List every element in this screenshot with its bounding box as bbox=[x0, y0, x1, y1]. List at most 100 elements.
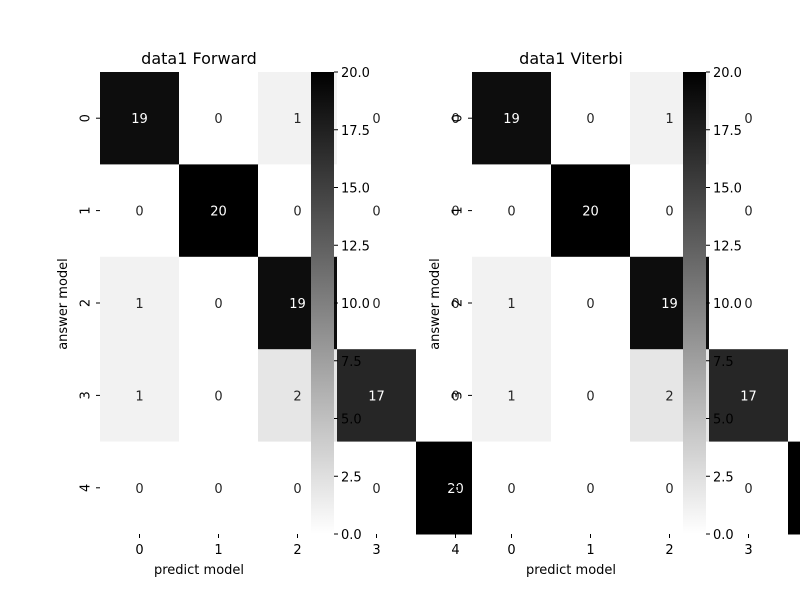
colorbar-ticks: 0.0 2.5 5.0 7.5 10.0 12.5 15.0 17.5 20.0 bbox=[334, 66, 370, 543]
x-tick-label: 2 bbox=[293, 543, 301, 558]
heatmap-cell bbox=[788, 349, 800, 443]
colorbar-tick-label: 0.0 bbox=[341, 528, 362, 543]
cell-value-label: 0 bbox=[214, 297, 222, 312]
y-tick-label: 2 bbox=[451, 299, 466, 307]
y-tick-label: 3 bbox=[451, 391, 466, 399]
cell-value-label: 1 bbox=[293, 112, 301, 127]
colorbar: 0.0 2.5 5.0 7.5 10.0 12.5 15.0 17.5 20.0 bbox=[683, 66, 742, 543]
cell-value-label: 0 bbox=[372, 482, 380, 497]
cell-value-label: 0 bbox=[293, 482, 301, 497]
y-tick-label: 1 bbox=[79, 206, 94, 214]
heatmap-cell bbox=[337, 72, 417, 165]
cell-value-label: 0 bbox=[293, 205, 301, 220]
cell-value-label: 0 bbox=[744, 482, 752, 497]
x-tick-label: 0 bbox=[135, 543, 143, 558]
x-tick-label: 3 bbox=[372, 543, 380, 558]
cell-value-label: 0 bbox=[744, 297, 752, 312]
cell-value-label: 0 bbox=[451, 389, 459, 404]
heatmap-cell bbox=[472, 349, 552, 443]
heatmap-cell bbox=[709, 349, 789, 443]
heatmap-cell bbox=[179, 349, 259, 443]
cell-value-label: 0 bbox=[135, 205, 143, 220]
cell-value-label: 19 bbox=[289, 297, 306, 312]
colorbar-tick-label: 5.0 bbox=[713, 413, 734, 428]
heatmap-panel-forward: data1 Forward 19 0 1 0 00 20 0 0 01 0 19 0 01 0 2 17 00 0… bbox=[56, 49, 496, 578]
cell-value-label: 0 bbox=[451, 205, 459, 220]
colorbar-tick-label: 0.0 bbox=[713, 528, 734, 543]
y-axis-label: answer model bbox=[56, 258, 71, 350]
heatmap-cell bbox=[709, 256, 789, 350]
heatmap-cell bbox=[551, 256, 631, 350]
cell-value-label: 0 bbox=[214, 389, 222, 404]
cell-value-label: 1 bbox=[135, 297, 143, 312]
x-tick-label: 0 bbox=[507, 543, 515, 558]
colorbar-gradient bbox=[683, 72, 706, 534]
cell-value-label: 20 bbox=[582, 205, 599, 220]
colorbar-tick-label: 15.0 bbox=[713, 182, 742, 197]
chart-title: data1 Viterbi bbox=[519, 49, 623, 68]
cell-value-label: 0 bbox=[372, 112, 380, 127]
cell-value-label: 0 bbox=[665, 205, 673, 220]
y-axis-label: answer model bbox=[428, 258, 443, 350]
heatmap-cell bbox=[337, 441, 417, 535]
cell-value-label: 1 bbox=[135, 389, 143, 404]
colorbar-tick-label: 15.0 bbox=[341, 182, 370, 197]
heatmap-cell bbox=[179, 164, 259, 258]
cell-value-label: 0 bbox=[214, 482, 222, 497]
heatmap-cell bbox=[337, 256, 417, 350]
heatmap-cell bbox=[179, 72, 259, 165]
colorbar-tick-label: 7.5 bbox=[341, 355, 362, 370]
y-tick-label: 4 bbox=[79, 484, 94, 492]
cell-value-label: 19 bbox=[131, 112, 148, 127]
x-tick-label: 4 bbox=[451, 543, 459, 558]
x-tick-label: 1 bbox=[214, 543, 222, 558]
heatmap-cell bbox=[709, 164, 789, 258]
chart-title: data1 Forward bbox=[141, 49, 257, 68]
heatmap-cell bbox=[100, 441, 180, 535]
y-tick-label: 1 bbox=[451, 206, 466, 214]
cell-value-label: 0 bbox=[214, 112, 222, 127]
heatmap-cell bbox=[472, 441, 552, 535]
heatmap-cell bbox=[788, 164, 800, 258]
heatmap-cell bbox=[100, 72, 180, 165]
cell-value-label: 20 bbox=[447, 482, 464, 497]
heatmap-cell bbox=[551, 164, 631, 258]
colorbar-tick-label: 12.5 bbox=[713, 239, 742, 254]
colorbar-tick-label: 17.5 bbox=[713, 124, 742, 139]
heatmap-cell bbox=[472, 256, 552, 350]
cell-value-label: 17 bbox=[740, 389, 757, 404]
cell-value-label: 1 bbox=[507, 297, 515, 312]
colorbar-tick-label: 12.5 bbox=[341, 239, 370, 254]
cell-value-label: 0 bbox=[372, 297, 380, 312]
heatmap-cell bbox=[788, 256, 800, 350]
cell-value-label: 17 bbox=[368, 389, 385, 404]
x-tick-label: 3 bbox=[744, 543, 752, 558]
colorbar-tick-label: 7.5 bbox=[713, 355, 734, 370]
colorbar-tick-label: 2.5 bbox=[713, 470, 734, 485]
heatmap-cell bbox=[788, 72, 800, 165]
cell-value-label: 19 bbox=[661, 297, 678, 312]
heatmap-cell bbox=[709, 72, 789, 165]
cell-value-label: 2 bbox=[293, 389, 301, 404]
x-tick-label: 1 bbox=[586, 543, 594, 558]
y-tick-label: 0 bbox=[451, 114, 466, 122]
heatmap-cell bbox=[337, 164, 417, 258]
colorbar-tick-label: 10.0 bbox=[713, 297, 742, 312]
x-axis-label: predict model bbox=[526, 563, 616, 578]
cell-value-label: 0 bbox=[451, 297, 459, 312]
heatmap-cell bbox=[472, 72, 552, 165]
cell-value-label: 0 bbox=[744, 112, 752, 127]
cell-value-label: 0 bbox=[586, 112, 594, 127]
colorbar-tick-label: 10.0 bbox=[341, 297, 370, 312]
heatmap-cell bbox=[337, 349, 417, 443]
x-tick-label: 2 bbox=[665, 543, 673, 558]
cell-value-label: 0 bbox=[507, 205, 515, 220]
cell-value-label: 1 bbox=[507, 389, 515, 404]
cell-value-label: 0 bbox=[744, 205, 752, 220]
y-tick-label: 2 bbox=[79, 299, 94, 307]
cell-value-label: 0 bbox=[372, 205, 380, 220]
